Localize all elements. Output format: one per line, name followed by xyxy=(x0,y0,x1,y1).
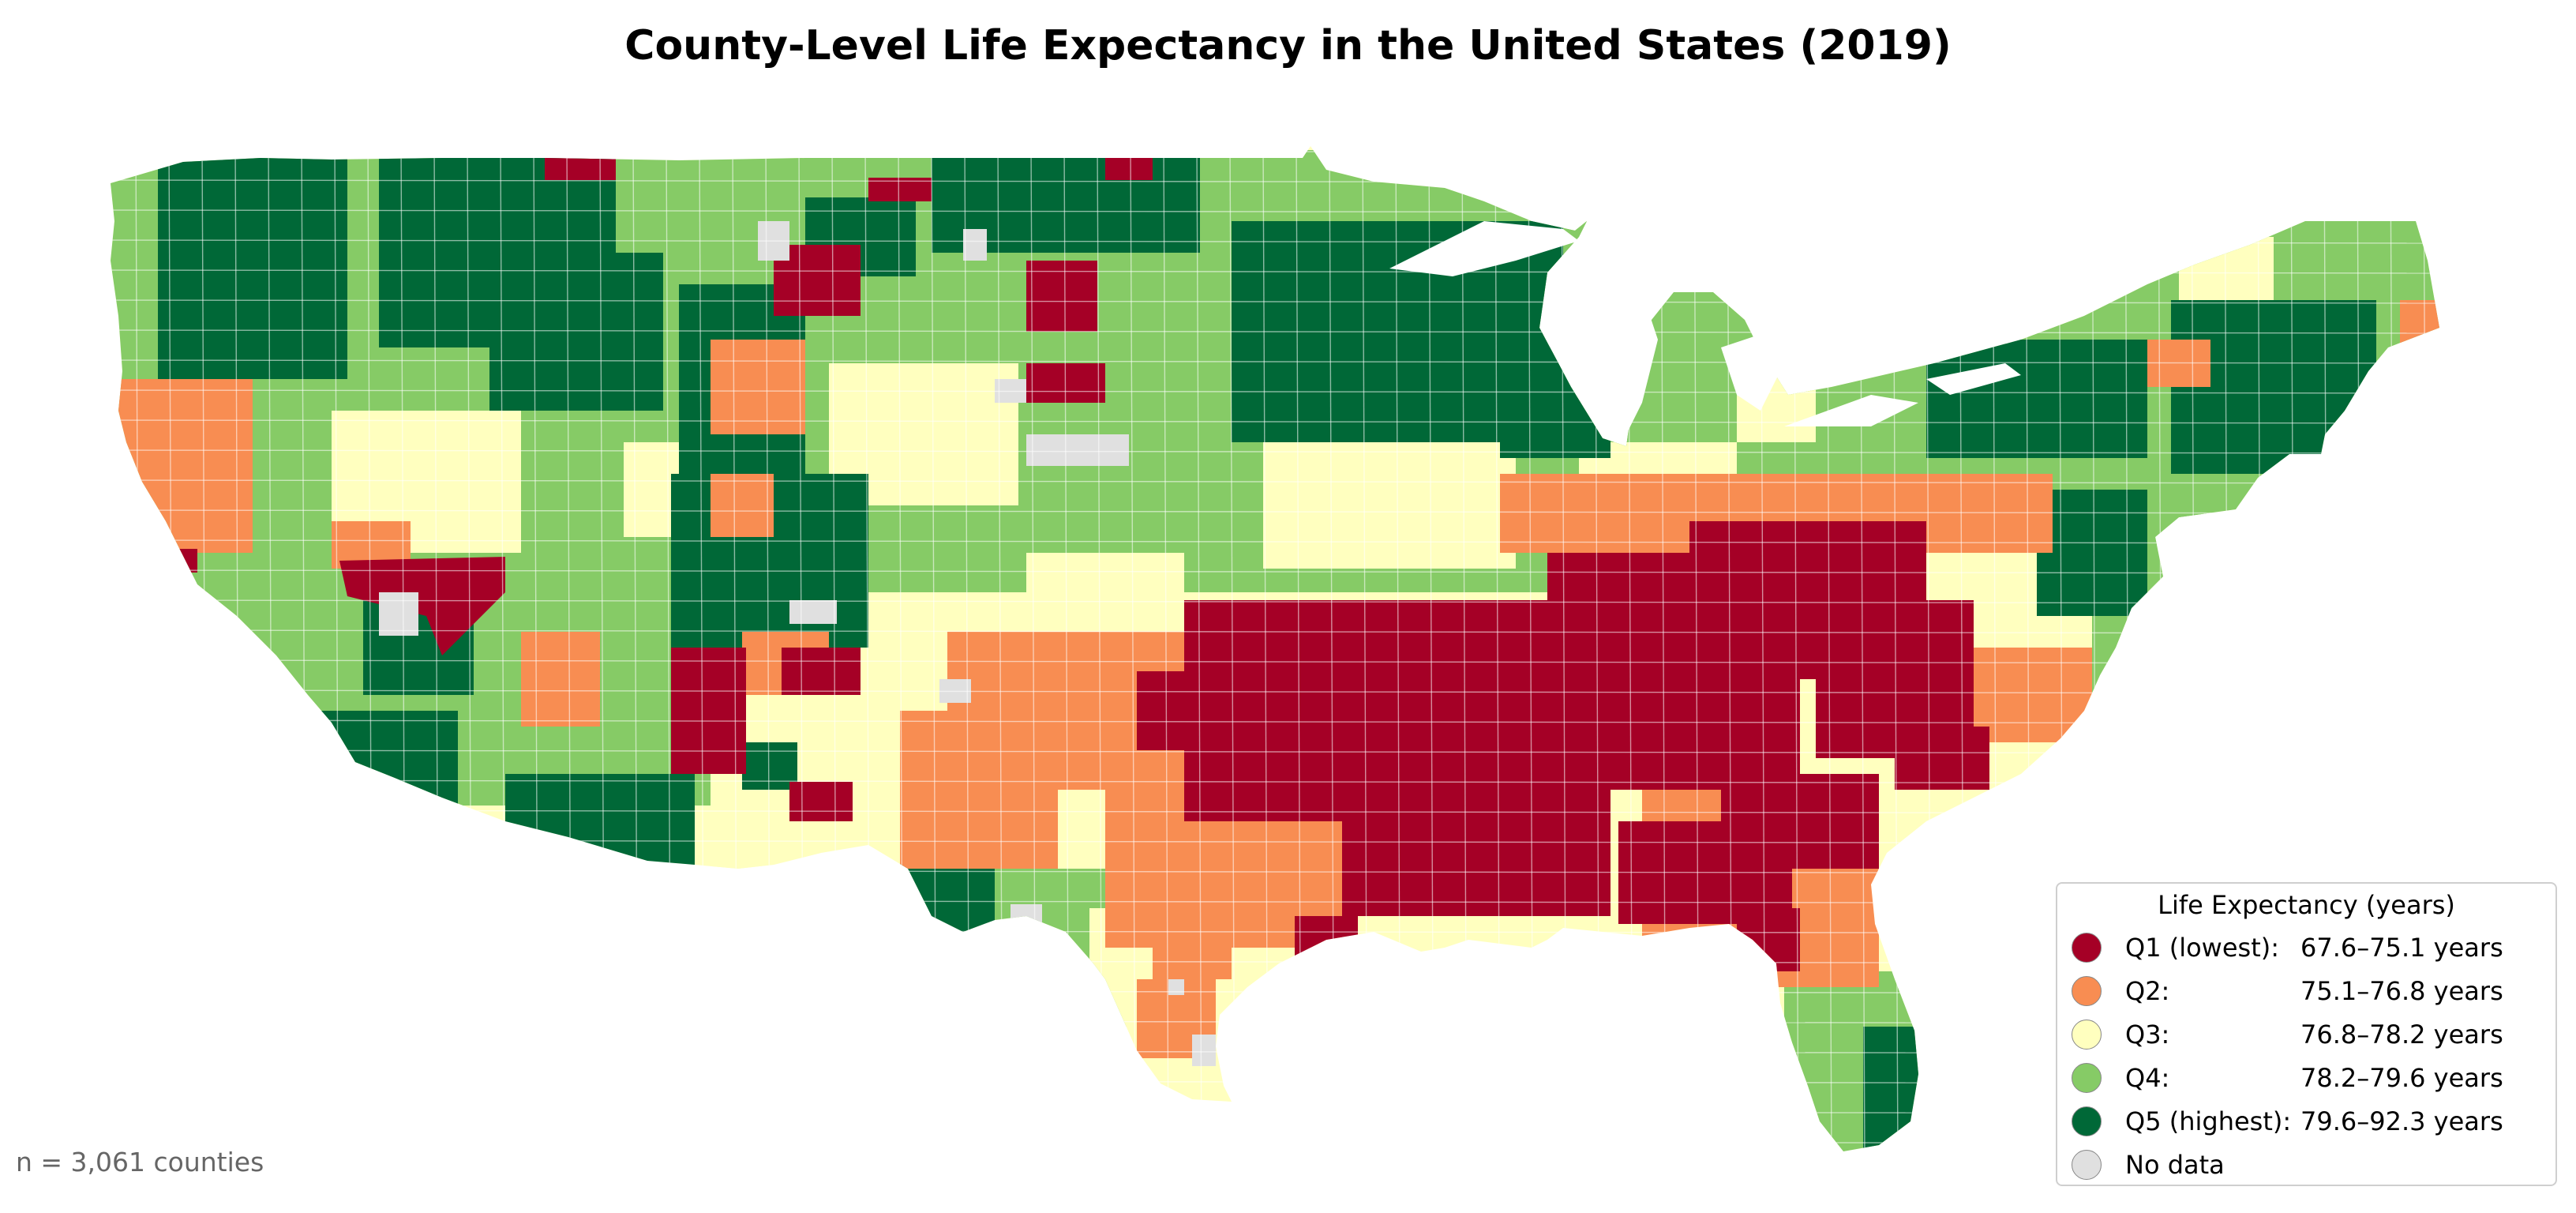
q1-swatch-icon xyxy=(2072,933,2102,963)
sample-size-note: n = 3,061 counties xyxy=(16,1147,264,1177)
q3-swatch-icon xyxy=(2072,1020,2102,1050)
map-title: County-Level Life Expectancy in the Unit… xyxy=(624,22,1952,69)
legend-item-q5: Q5 (highest): 79.6–92.3 years xyxy=(2072,1103,2553,1143)
no-data-swatch-icon xyxy=(2072,1150,2102,1180)
legend-item-no-data: No data xyxy=(2072,1147,2553,1186)
legend-item-q1: Q1 (lowest): 67.6–75.1 years xyxy=(2072,929,2553,969)
legend-item-q4: Q4: 78.2–79.6 years xyxy=(2072,1060,2553,1099)
legend-title: Life Expectancy (years) xyxy=(2158,890,2455,920)
q2-swatch-icon xyxy=(2072,976,2102,1006)
legend: Life Expectancy (years) Q1 (lowest): 67.… xyxy=(2056,882,2557,1186)
q4-swatch-icon xyxy=(2072,1063,2102,1093)
q5-swatch-icon xyxy=(2072,1106,2102,1136)
legend-item-q2: Q2: 75.1–76.8 years xyxy=(2072,973,2553,1012)
legend-item-q3: Q3: 76.8–78.2 years xyxy=(2072,1016,2553,1056)
